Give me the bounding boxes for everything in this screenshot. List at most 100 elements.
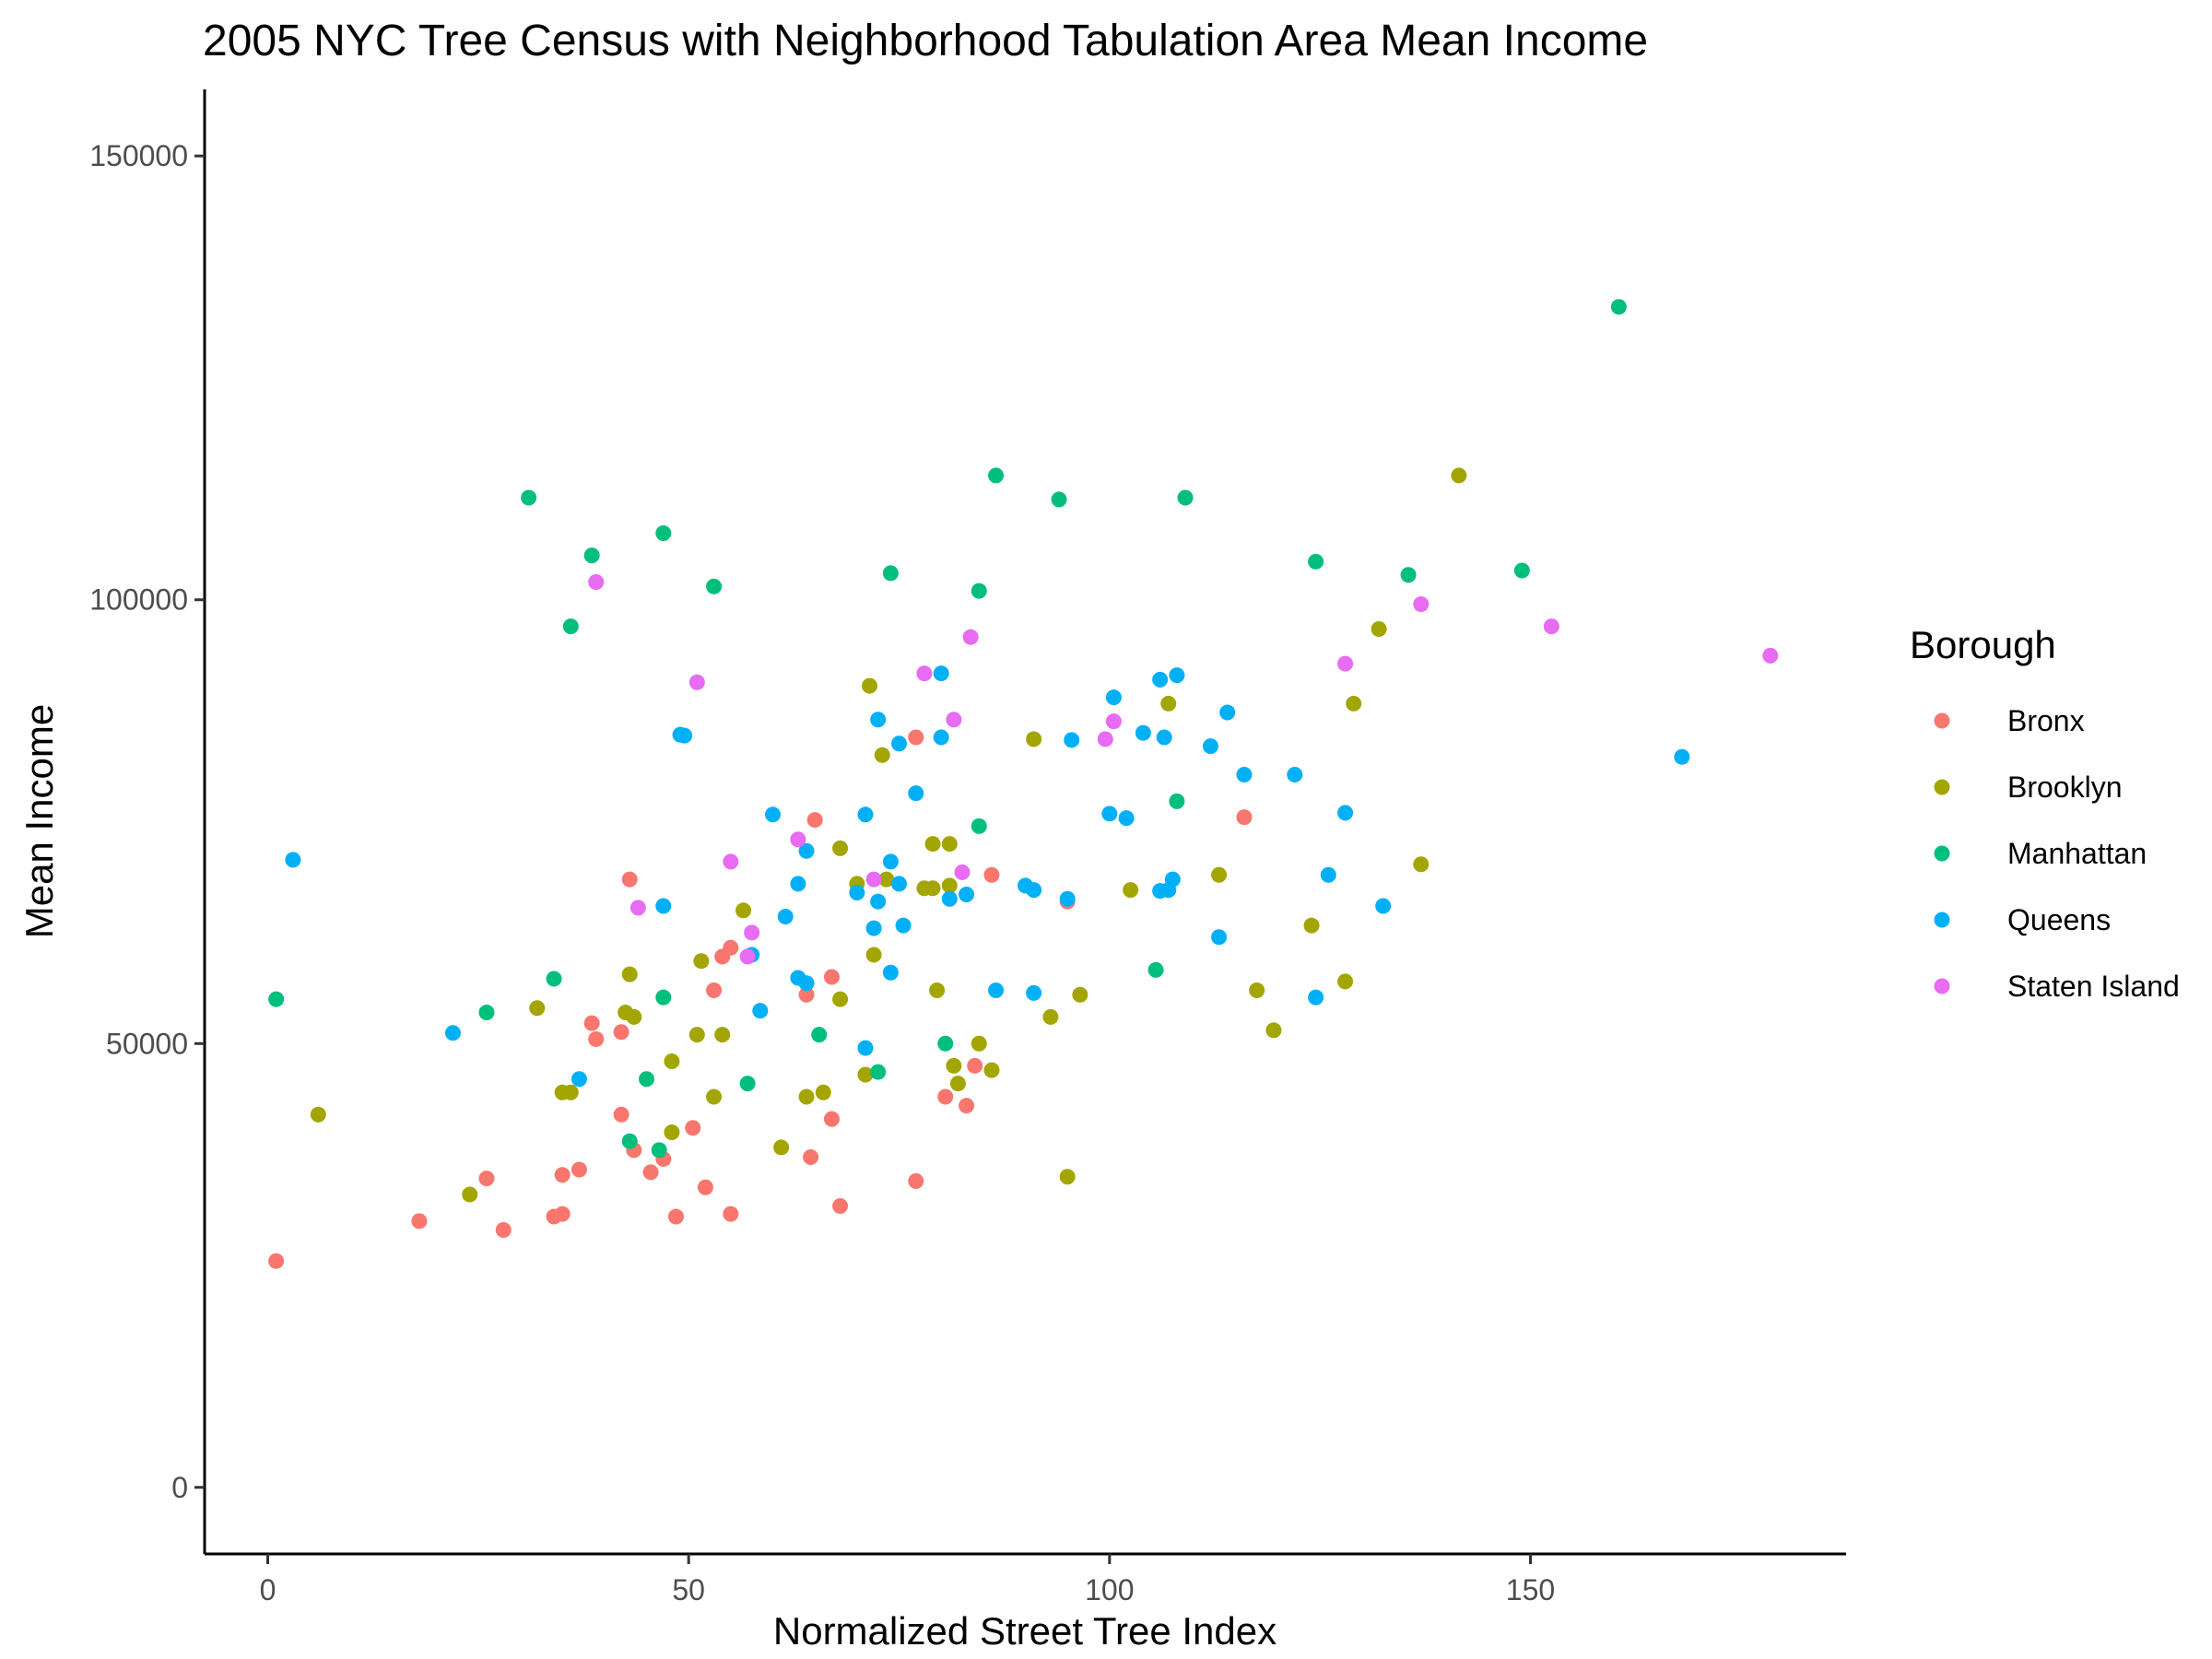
point-staten-island <box>1105 713 1122 730</box>
point-staten-island <box>790 831 806 848</box>
point-queens <box>1059 890 1076 907</box>
point-brooklyn <box>971 1035 987 1052</box>
point-manhattan <box>651 1142 667 1159</box>
point-brooklyn <box>874 747 890 763</box>
point-queens <box>1308 989 1324 1006</box>
point-bronx <box>706 982 723 998</box>
point-queens <box>908 785 924 802</box>
point-staten-island <box>946 712 962 728</box>
point-brooklyn <box>832 991 849 1007</box>
point-bronx <box>1236 809 1253 826</box>
point-manhattan <box>739 1076 756 1092</box>
point-queens <box>798 975 815 992</box>
point-manhattan <box>546 971 562 987</box>
point-brooklyn <box>664 1124 680 1141</box>
point-bronx <box>268 1253 285 1269</box>
point-queens <box>790 876 806 892</box>
point-manhattan <box>870 1064 887 1080</box>
point-bronx <box>642 1164 659 1181</box>
point-staten-island <box>739 948 756 965</box>
point-staten-island <box>1762 647 1779 664</box>
point-brooklyn <box>941 836 958 853</box>
point-queens <box>1152 671 1169 688</box>
point-queens <box>933 729 949 746</box>
point-queens <box>1169 667 1185 684</box>
point-staten-island <box>1337 655 1354 672</box>
point-bronx <box>803 1149 819 1166</box>
point-bronx <box>908 729 924 746</box>
point-queens <box>1105 689 1122 706</box>
point-brooklyn <box>1346 695 1362 712</box>
point-queens <box>444 1025 461 1041</box>
legend-key-bronx <box>1934 712 1950 729</box>
point-queens <box>677 727 693 744</box>
point-bronx <box>554 1206 571 1222</box>
point-brooklyn <box>688 1027 705 1043</box>
point-manhattan <box>521 489 537 506</box>
point-bronx <box>478 1171 495 1187</box>
point-brooklyn <box>693 953 710 970</box>
point-queens <box>1236 766 1253 782</box>
point-manhattan <box>1400 567 1417 583</box>
legend-label-staten-island: Staten Island <box>2007 970 2180 1003</box>
point-queens <box>1164 871 1181 888</box>
point-bronx <box>723 1206 739 1222</box>
legend-label-queens: Queens <box>2007 903 2111 936</box>
point-manhattan <box>621 1133 638 1149</box>
point-queens <box>870 893 887 910</box>
point-queens <box>752 1003 769 1019</box>
point-queens <box>1101 806 1118 822</box>
point-manhattan <box>583 547 600 564</box>
point-brooklyn <box>735 902 752 919</box>
point-manhattan <box>811 1027 828 1043</box>
point-queens <box>865 920 882 936</box>
point-queens <box>895 917 912 934</box>
point-queens <box>1118 810 1135 827</box>
point-manhattan <box>1169 793 1185 809</box>
point-manhattan <box>1513 562 1530 579</box>
point-brooklyn <box>1042 1008 1059 1025</box>
point-brooklyn <box>562 1084 579 1100</box>
point-brooklyn <box>1059 1169 1076 1185</box>
point-brooklyn <box>983 1062 1000 1078</box>
point-queens <box>1064 732 1080 748</box>
point-staten-island <box>723 853 739 870</box>
point-brooklyn <box>857 1066 874 1083</box>
point-bronx <box>554 1167 571 1183</box>
point-brooklyn <box>706 1088 723 1105</box>
point-queens <box>655 898 672 914</box>
point-queens <box>1287 766 1303 782</box>
point-brooklyn <box>929 982 946 998</box>
point-queens <box>857 1040 874 1056</box>
point-manhattan <box>655 989 672 1006</box>
point-staten-island <box>1097 731 1113 747</box>
point-brooklyn <box>924 880 941 897</box>
legend-key-staten-island <box>1934 978 1950 994</box>
point-brooklyn <box>832 840 849 856</box>
point-bronx <box>823 969 840 985</box>
point-manhattan <box>971 582 987 599</box>
point-queens <box>959 886 975 902</box>
point-brooklyn <box>1303 917 1320 934</box>
point-queens <box>1674 748 1690 765</box>
point-bronx <box>685 1120 701 1136</box>
y-tick-label: 0 <box>171 1471 188 1504</box>
point-manhattan <box>706 578 723 594</box>
y-axis-ticks: 0 50000 100000 150000 <box>89 139 205 1504</box>
point-brooklyn <box>773 1139 790 1156</box>
point-staten-island <box>744 924 760 941</box>
point-staten-island <box>865 871 882 888</box>
point-bronx <box>583 1015 600 1031</box>
point-queens <box>798 842 815 859</box>
point-staten-island <box>1413 596 1430 613</box>
point-queens <box>777 909 794 925</box>
point-brooklyn <box>865 947 882 963</box>
point-bronx <box>823 1111 840 1127</box>
plot-area: 0 50 100 150 0 50000 100000 150000 <box>89 89 1846 1606</box>
point-brooklyn <box>1249 982 1265 998</box>
point-brooklyn <box>1451 467 1467 484</box>
point-queens <box>1337 805 1354 821</box>
legend-items: Bronx Brooklyn Manhattan Queens Staten Islan… <box>1934 704 2180 1003</box>
point-brooklyn <box>1026 731 1042 747</box>
data-points <box>268 299 1779 1269</box>
